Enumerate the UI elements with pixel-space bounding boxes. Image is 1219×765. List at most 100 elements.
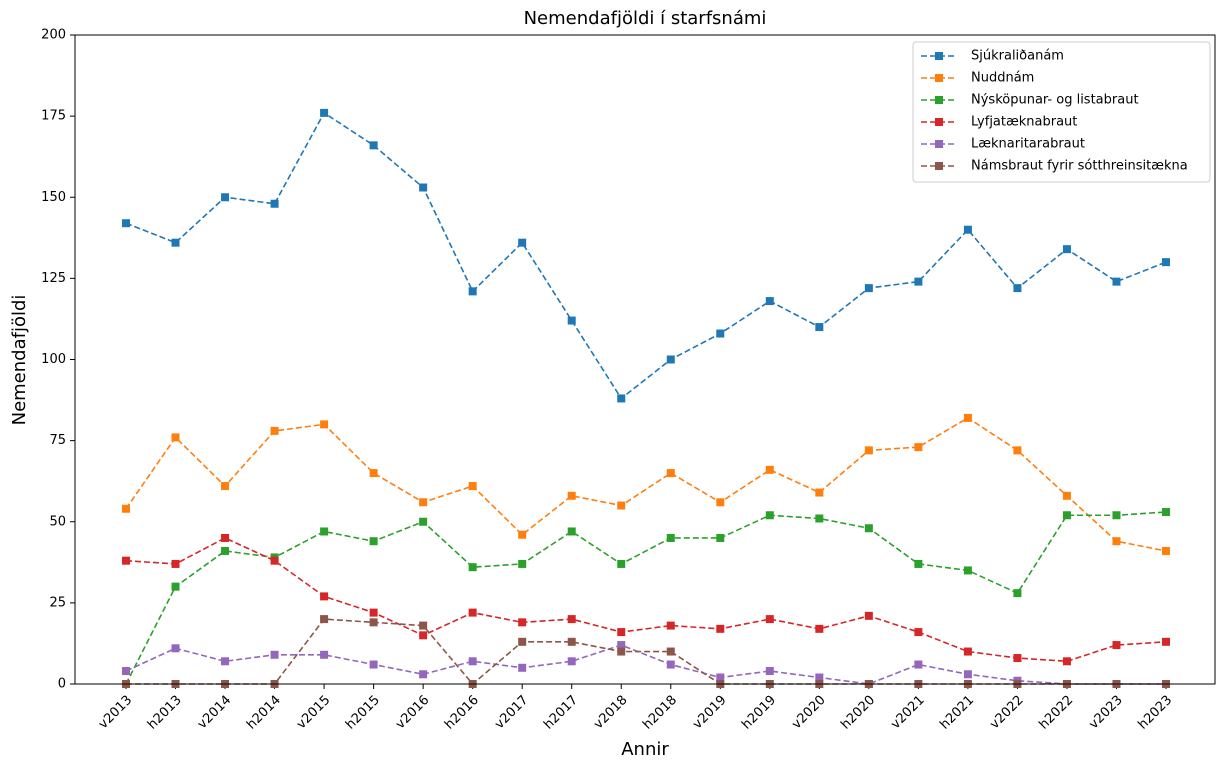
data-point <box>617 647 626 656</box>
data-point <box>1162 508 1170 517</box>
data-point <box>1162 637 1170 646</box>
series-line <box>125 111 1167 400</box>
data-point <box>617 501 626 510</box>
data-point <box>221 482 230 491</box>
x-tick-label: h2018 <box>640 693 680 733</box>
data-point <box>1062 491 1071 500</box>
data-point <box>815 673 824 682</box>
y-tick-label: 150 <box>41 190 66 205</box>
data-point <box>617 628 626 637</box>
legend-label: Námsbraut fyrir sótthreinsitækna <box>971 159 1188 174</box>
legend-marker <box>935 140 943 148</box>
data-point <box>567 615 576 624</box>
data-point <box>765 297 774 306</box>
data-point <box>666 355 675 364</box>
data-point <box>864 446 873 455</box>
data-point <box>567 657 576 666</box>
data-point <box>122 556 130 565</box>
data-point <box>1112 537 1121 546</box>
data-point <box>369 608 378 617</box>
x-tick-label: h2015 <box>343 693 383 733</box>
data-point <box>1062 245 1071 254</box>
data-point <box>963 670 972 679</box>
data-point <box>518 618 527 627</box>
data-point <box>468 608 477 617</box>
data-point <box>815 323 824 332</box>
data-point <box>1062 657 1071 666</box>
data-point <box>666 660 675 669</box>
x-tick-label: v2022 <box>987 693 1026 732</box>
data-point <box>320 108 329 117</box>
data-point <box>320 592 329 601</box>
data-point <box>122 667 130 676</box>
data-point <box>468 482 477 491</box>
data-point <box>815 624 824 633</box>
data-point <box>864 611 873 620</box>
plot-frame <box>74 34 1216 685</box>
data-point <box>419 517 428 526</box>
x-tick-label: v2017 <box>492 693 531 732</box>
x-tick-label: h2019 <box>739 693 779 733</box>
legend-box <box>912 41 1211 183</box>
data-point <box>468 657 477 666</box>
data-point <box>765 615 774 624</box>
data-point <box>419 621 428 630</box>
x-tick-label: h2017 <box>541 693 581 733</box>
data-point <box>320 527 329 536</box>
x-tick-label: h2022 <box>1036 693 1076 733</box>
data-point <box>369 537 378 546</box>
data-point <box>666 621 675 630</box>
data-point <box>369 660 378 669</box>
data-point <box>1062 511 1071 520</box>
data-point <box>765 511 774 520</box>
data-point <box>864 524 873 533</box>
data-point <box>914 559 923 568</box>
data-point <box>419 670 428 679</box>
data-point <box>171 238 180 247</box>
legend-label: Sjúkraliðanám <box>971 49 1064 64</box>
series-line <box>125 644 1166 685</box>
data-point <box>617 641 626 650</box>
chart-title: Nemendafjöldi í starfsnámi <box>524 8 767 29</box>
data-point <box>171 433 180 442</box>
data-point <box>1162 258 1170 267</box>
data-point <box>518 530 527 539</box>
data-point <box>1013 589 1022 598</box>
data-point <box>320 420 329 429</box>
data-point <box>320 615 329 624</box>
data-point <box>963 566 972 575</box>
data-point <box>666 533 675 542</box>
series-line <box>125 416 1167 552</box>
y-axis-label: Nemendafjöldi <box>9 295 30 426</box>
data-point <box>914 277 923 286</box>
data-point <box>815 488 824 497</box>
data-point <box>666 647 675 656</box>
data-point <box>617 394 626 403</box>
series-line <box>125 511 1167 685</box>
data-point <box>221 546 230 555</box>
x-tick-label: v2013 <box>96 693 135 732</box>
data-point <box>716 624 725 633</box>
data-point <box>567 637 576 646</box>
data-point <box>270 650 279 659</box>
data-point <box>369 141 378 150</box>
x-tick-label: v2021 <box>888 693 927 732</box>
data-point <box>815 514 824 523</box>
data-point <box>567 527 576 536</box>
data-point <box>716 498 725 507</box>
x-tick-label: v2016 <box>393 693 432 732</box>
data-point <box>518 637 527 646</box>
legend-label: Nýsköpunar- og listabraut <box>971 93 1139 108</box>
legend-marker <box>935 162 943 170</box>
legend-marker <box>935 118 943 126</box>
y-tick-label: 175 <box>41 109 66 124</box>
legend-marker <box>935 52 943 60</box>
data-point <box>419 631 428 640</box>
x-tick-label: v2015 <box>294 693 333 732</box>
data-point <box>914 443 923 452</box>
legend-marker <box>935 74 943 82</box>
data-point <box>171 582 180 591</box>
y-tick-label: 125 <box>41 271 66 286</box>
legend-label: Læknaritarabraut <box>971 137 1085 152</box>
